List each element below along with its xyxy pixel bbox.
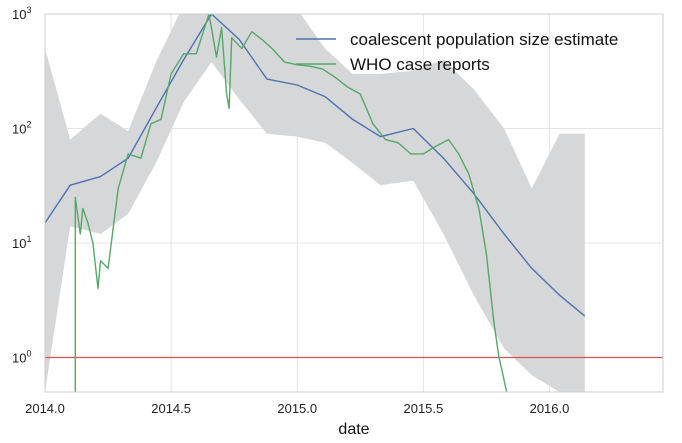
confidence-band [45, 14, 585, 392]
estimate-line [45, 14, 586, 317]
y-tick-label: 103 [12, 5, 31, 22]
y-tick-labels: 100 101 102 103 [12, 5, 31, 366]
y-tick-label: 102 [12, 120, 31, 137]
legend-label: coalescent population size estimate [350, 30, 618, 49]
x-tick-label: 2016.0 [530, 401, 570, 416]
legend: coalescent population size estimate WHO c… [296, 30, 618, 74]
x-tick-label: 2014.0 [25, 401, 65, 416]
x-tick-label: 2014.5 [151, 401, 191, 416]
series-lines [45, 14, 586, 392]
legend-label: WHO case reports [350, 55, 490, 74]
who-reports-line [74, 14, 508, 392]
x-tick-label: 2015.0 [277, 401, 317, 416]
plot-frame [44, 13, 664, 393]
y-tick-label: 101 [12, 234, 31, 251]
x-tick-labels: 2014.0 2014.5 2015.0 2015.5 2016.0 [25, 401, 569, 416]
confidence-band-area [45, 14, 585, 392]
x-axis-label: date [338, 421, 369, 438]
x-tick-label: 2015.5 [403, 401, 443, 416]
y-tick-label: 100 [12, 349, 31, 366]
